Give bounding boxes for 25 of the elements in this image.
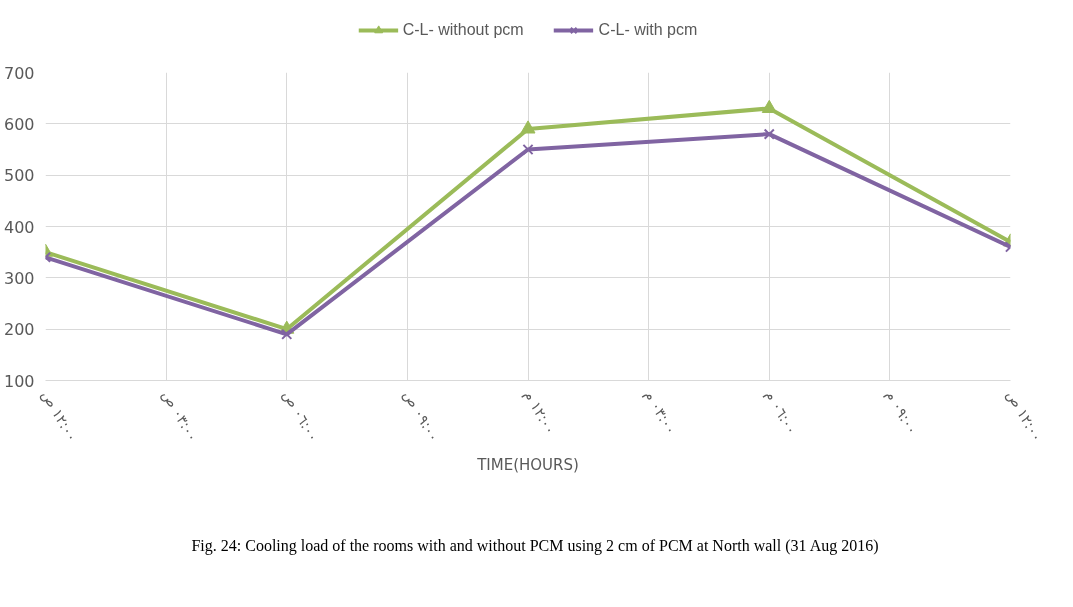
y-tick-label: 100 [3,371,35,391]
x-axis-title: TIME(HOURS) [476,456,579,475]
caption: Fig. 24: Cooling load of the rooms with and without PCM using 2 cm of PCM at North wall (31 Aug 2016) [191,536,879,557]
y-tick-label: 200 [3,320,35,340]
x-tick-label: ١٢:٠٠ ص [37,387,81,445]
y-tick-label: 500 [3,166,35,186]
x-tick-label: ١٢:٠٠ ص [1002,387,1046,445]
point [763,128,775,140]
point [522,143,534,156]
x-tick-label: ١٢:٠٠ م [521,387,559,438]
y-tick-label: 600 [3,114,35,134]
y-tick-label: 400 [3,217,35,237]
x-tick-label: ٠٣:٠٠ ص [158,387,202,445]
legend-label: C-L- with pcm [598,21,698,39]
x-tick-label: ٠٣:٠٠ م [641,387,680,438]
x-tick-label: ٠٩:٠٠ م [882,387,921,438]
y-tick-label: 300 [3,268,35,288]
x-tick-label: ٠٦:٠٠ م [762,387,801,438]
point [520,120,536,134]
legend-label: C-L- without pcm [402,21,524,39]
x-tick-label: ٠٦:٠٠ ص [278,387,322,445]
point [281,328,293,340]
y-tick-label: 700 [3,63,35,83]
x-tick-label: ٠٩:٠٠ ص [399,387,443,445]
point [761,99,777,113]
